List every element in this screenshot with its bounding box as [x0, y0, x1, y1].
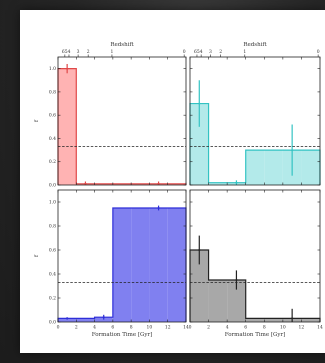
panel-bottom-left: 0 2 4 6 8 10 12 14 0.0 0.2 0.4 0.6 0.8 1.0 Formation T…	[34, 189, 189, 338]
bar-outline	[189, 249, 321, 322]
panel-frame	[57, 189, 187, 323]
bar-outline	[57, 68, 187, 185]
redshift-tick-label: 1	[243, 49, 246, 55]
x-axis-label: Formation Time [Gyr]	[225, 332, 286, 338]
x-axis-label: Formation Time [Gyr]	[92, 332, 153, 338]
panel-frame	[57, 56, 187, 186]
x-tick-label: 2	[75, 325, 78, 331]
y-tick-label: 0.8	[49, 224, 56, 230]
bar	[149, 208, 168, 322]
x-tick-label: 6	[111, 325, 114, 331]
y-tick-label: 0.0	[49, 320, 56, 326]
redshift-tick-label: 2	[87, 49, 90, 55]
y-tick-label: 0.2	[49, 296, 56, 302]
bar	[58, 318, 77, 322]
bar	[167, 208, 186, 322]
x-tick-label: 0	[57, 325, 60, 331]
x-tick-label: 6	[244, 325, 247, 331]
y-tick-label: 1.0	[49, 66, 56, 72]
panel-top-left: 0.0 0.2 0.4 0.6 0.8 1.0 654 3 2 1 0 Redshift f	[34, 42, 187, 189]
redshift-tick-label: 0	[183, 49, 186, 55]
y-axis-label: f	[34, 119, 40, 122]
x-tick-label: 0	[189, 325, 192, 331]
x-tick-label: 14	[183, 325, 189, 331]
y-tick-label: 0.6	[49, 113, 56, 119]
y-tick-label: 1.0	[49, 200, 56, 206]
x-tick-label: 14	[317, 325, 323, 331]
y-tick-label: 0.0	[49, 183, 56, 189]
bar	[76, 318, 95, 322]
panel-top-right: 654 3 2 1 0 Redshift	[189, 42, 321, 186]
y-tick-label: 0.4	[49, 272, 56, 278]
y-tick-label: 0.2	[49, 159, 56, 165]
bar	[190, 103, 209, 185]
x-tick-label: 12	[299, 325, 305, 331]
redshift-tick-label: 1	[111, 49, 114, 55]
x-tick-label: 4	[93, 325, 96, 331]
redshift-tick-label: 3	[209, 49, 212, 55]
bar	[301, 150, 320, 185]
x-tick-label: 8	[263, 325, 266, 331]
y-axis-label: f	[34, 254, 40, 257]
bar	[245, 318, 265, 322]
bar-outline	[57, 207, 187, 322]
bar	[301, 318, 320, 322]
redshift-tick-label: 3	[77, 49, 80, 55]
bar	[112, 208, 132, 322]
redshift-tick-label: 2	[219, 49, 222, 55]
bar	[245, 150, 265, 185]
bar	[208, 280, 228, 322]
bar	[190, 250, 209, 322]
bar	[58, 68, 77, 185]
bar	[227, 280, 246, 322]
x-tick-label: 12	[165, 325, 171, 331]
x-tick-label: 4	[226, 325, 229, 331]
bar	[131, 208, 150, 322]
figure-card: 0.0 0.2 0.4 0.6 0.8 1.0 654 3 2 1 0 Redshift f 654 3 2 1…	[20, 10, 325, 353]
redshift-axis-label: Redshift	[110, 42, 134, 48]
x-tick-label: 8	[130, 325, 133, 331]
bar	[208, 182, 228, 185]
bar-outline	[189, 102, 321, 185]
bar	[264, 150, 283, 185]
redshift-tick-label: 0	[317, 49, 320, 55]
x-tick-label: 10	[147, 325, 153, 331]
x-tick-label: 10	[280, 325, 286, 331]
y-tick-label: 0.6	[49, 248, 56, 254]
redshift-axis-label: Redshift	[243, 42, 267, 48]
panel-frame	[189, 189, 321, 323]
redshift-tick-label: 654	[194, 49, 203, 55]
x-tick-label: 2	[207, 325, 210, 331]
redshift-tick-label: 654	[62, 49, 71, 55]
panel-frame	[189, 56, 321, 186]
y-tick-label: 0.8	[49, 89, 56, 95]
panel-bottom-right: 0 2 4 6 8 10 12 14 Formation Time [Gyr]	[189, 189, 323, 338]
bar	[264, 318, 283, 322]
y-tick-label: 0.4	[49, 136, 56, 142]
